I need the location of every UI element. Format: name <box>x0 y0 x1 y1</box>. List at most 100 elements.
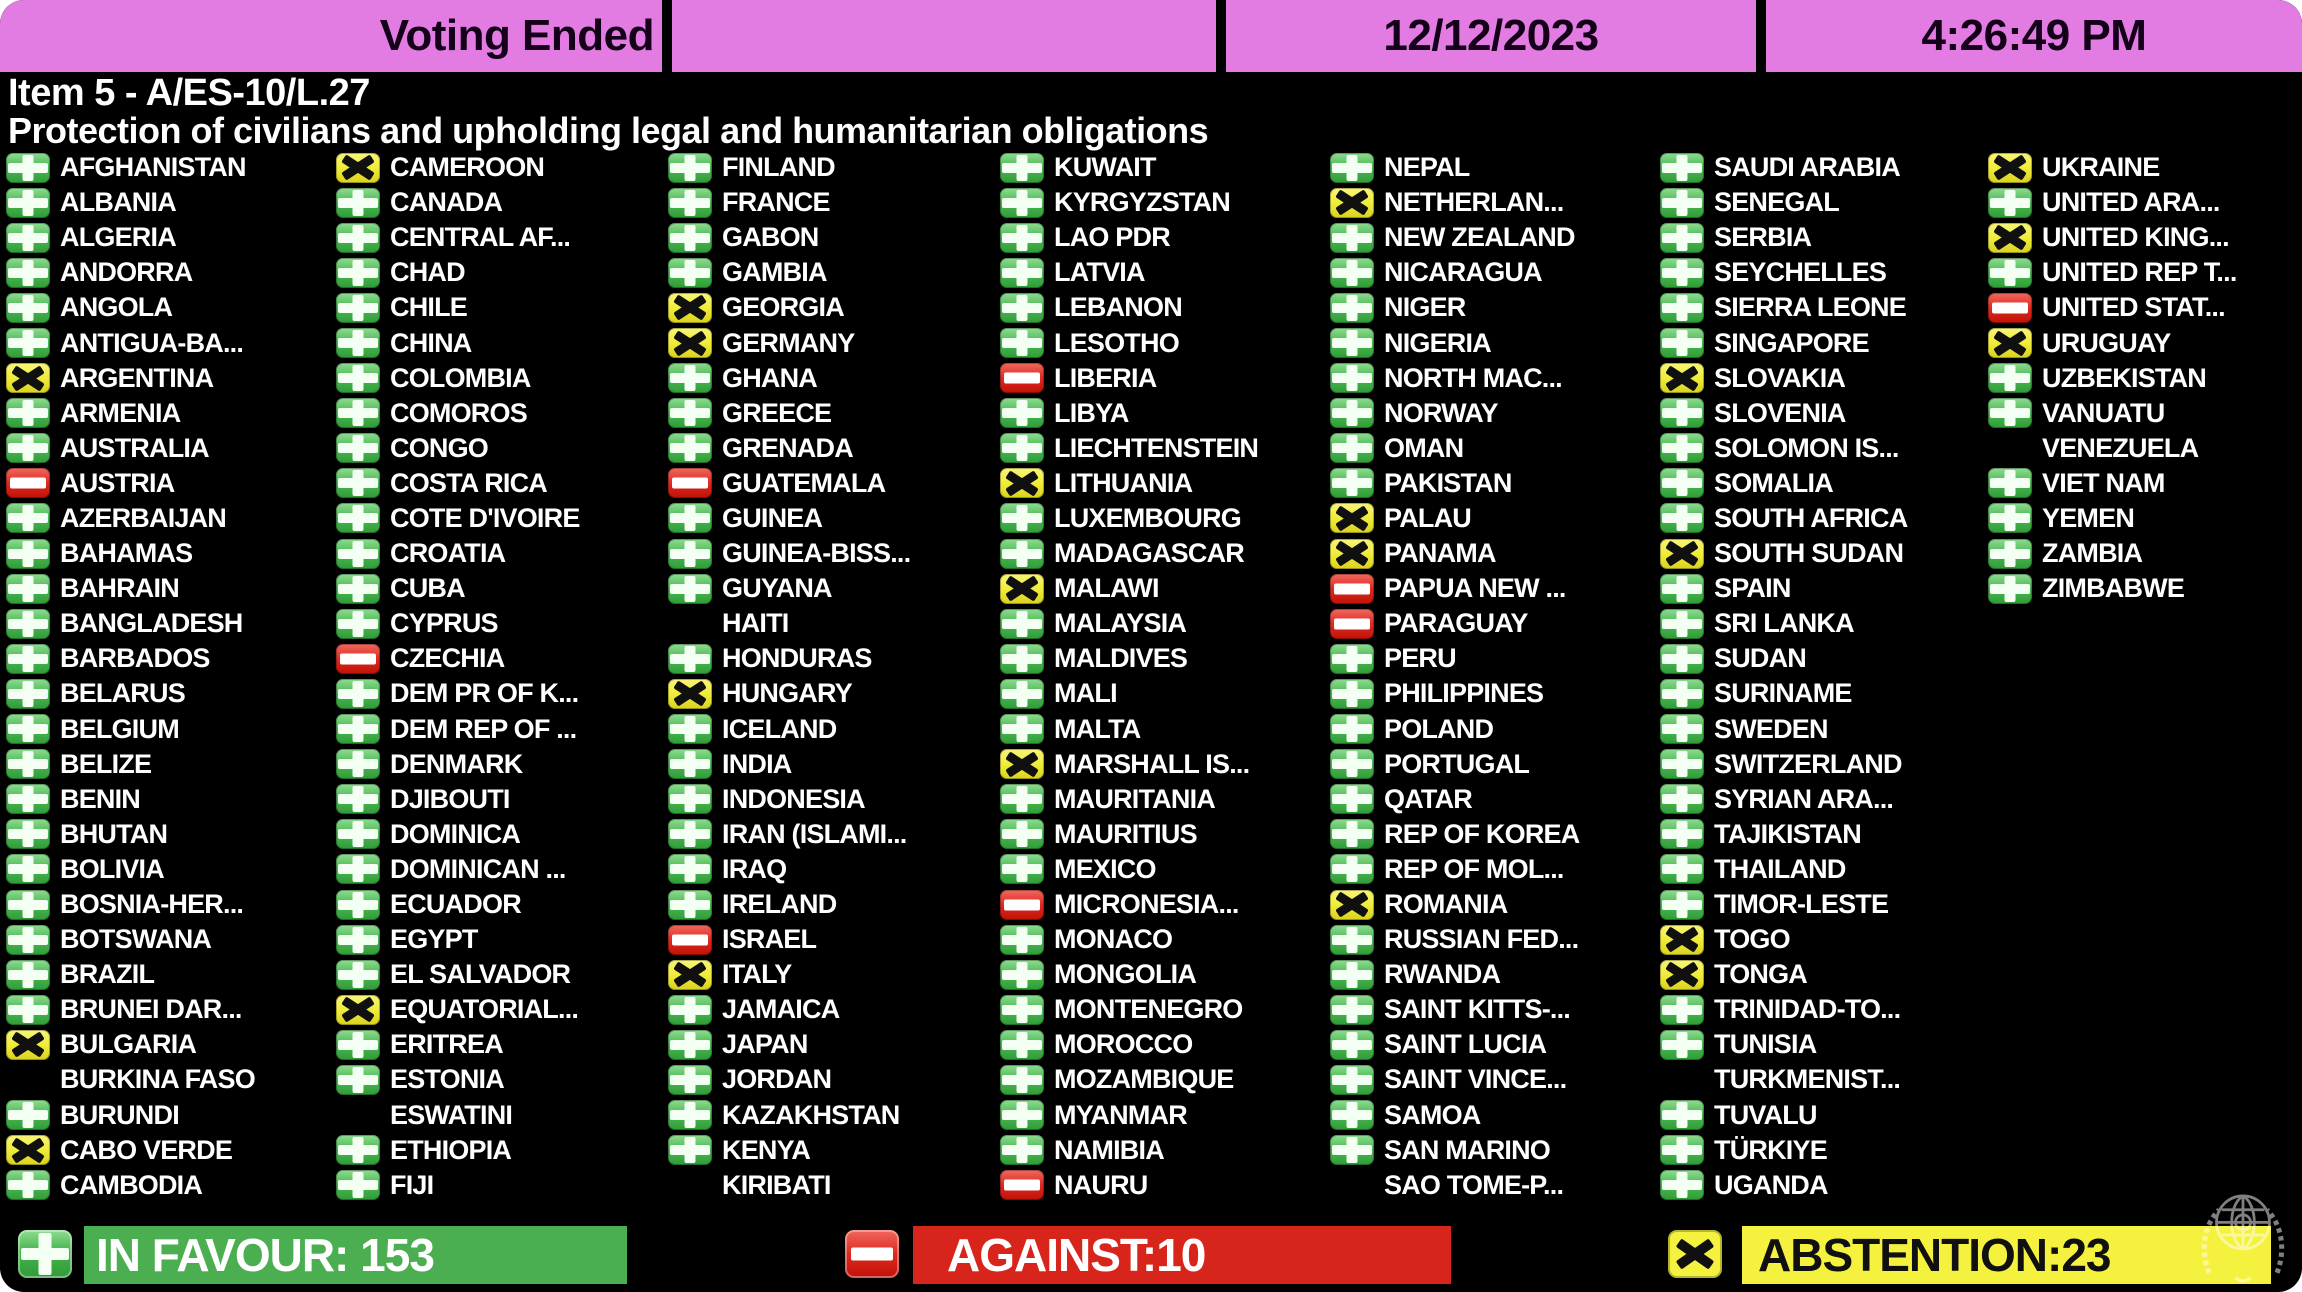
yes-vote-icon <box>1660 503 1704 534</box>
yes-vote-icon <box>336 714 380 745</box>
country-name: PARAGUAY <box>1384 608 1528 639</box>
country-row: MAURITANIA <box>1000 782 1324 817</box>
country-name: COMOROS <box>390 397 528 428</box>
abstain-vote-icon <box>1000 468 1044 499</box>
country-name: MEXICO <box>1054 853 1157 884</box>
country-name: TIMOR-LESTE <box>1714 889 1889 920</box>
country-name: BELARUS <box>60 678 186 709</box>
date-label: 12/12/2023 <box>1383 11 1599 60</box>
yes-vote-icon <box>1660 1029 1704 1060</box>
country-name: GUATEMALA <box>722 467 886 498</box>
country-name: ESTONIA <box>390 1064 505 1095</box>
country-row: HUNGARY <box>668 676 992 711</box>
yes-vote-icon <box>1988 363 2032 394</box>
country-row: BARBADOS <box>6 641 330 676</box>
against-total-label: AGAINST:10 <box>947 1229 1206 1281</box>
country-row: MALI <box>1000 676 1324 711</box>
vote-column: AFGHANISTAN ALBANIA ALGERIA ANDORRA ANGOLA AN… <box>6 150 330 1203</box>
yes-vote-icon <box>1660 643 1704 674</box>
country-name: JAPAN <box>722 1029 808 1060</box>
country-row: MALAYSIA <box>1000 606 1324 641</box>
abstain-vote-icon <box>336 994 380 1025</box>
country-row: CUBA <box>336 571 660 606</box>
country-name: BELGIUM <box>60 713 180 744</box>
yes-vote-icon <box>1000 398 1044 429</box>
yes-vote-icon <box>1330 643 1374 674</box>
country-row: LATVIA <box>1000 255 1324 290</box>
country-name: NEW ZEALAND <box>1384 222 1575 253</box>
country-name: LIBYA <box>1054 397 1129 428</box>
country-name: BULGARIA <box>60 1029 197 1060</box>
yes-vote-icon <box>6 608 50 639</box>
country-name: CROATIA <box>390 538 506 569</box>
yes-vote-icon <box>1000 959 1044 990</box>
country-name: SERBIA <box>1714 222 1812 253</box>
country-row: UNITED ARA... <box>1988 185 2302 220</box>
country-name: LAO PDR <box>1054 222 1171 253</box>
country-name: VANUATU <box>2042 397 2165 428</box>
country-row: CONGO <box>336 431 660 466</box>
yes-vote-icon <box>336 819 380 850</box>
country-row: UNITED REP T... <box>1988 255 2302 290</box>
yes-vote-icon <box>6 433 50 464</box>
yes-vote-icon <box>668 889 712 920</box>
yes-vote-icon <box>1330 749 1374 780</box>
abstain-vote-icon <box>1988 222 2032 253</box>
country-name: CENTRAL AF... <box>390 222 571 253</box>
yes-vote-icon <box>1330 222 1374 253</box>
yes-vote-icon <box>668 714 712 745</box>
country-row: SAUDI ARABIA <box>1660 150 1984 185</box>
yes-vote-icon <box>1000 503 1044 534</box>
country-name: SOUTH SUDAN <box>1714 538 1904 569</box>
country-name: ARGENTINA <box>60 362 214 393</box>
yes-vote-icon <box>668 994 712 1025</box>
country-row: IRELAND <box>668 887 992 922</box>
country-name: TAJIKISTAN <box>1714 818 1862 849</box>
yes-vote-icon <box>1000 924 1044 955</box>
yes-vote-icon <box>1000 1135 1044 1166</box>
yes-vote-icon <box>6 643 50 674</box>
yes-vote-icon <box>6 187 50 218</box>
yes-vote-icon <box>1000 854 1044 885</box>
country-row: KIRIBATI <box>668 1168 992 1203</box>
country-row: LAO PDR <box>1000 220 1324 255</box>
country-row: GERMANY <box>668 325 992 360</box>
country-name: SAINT LUCIA <box>1384 1029 1547 1060</box>
country-name: SWITZERLAND <box>1714 748 1902 779</box>
yes-vote-icon <box>1330 398 1374 429</box>
country-name: GUINEA-BISS... <box>722 538 911 569</box>
yes-vote-icon <box>6 959 50 990</box>
abstain-vote-icon <box>668 678 712 709</box>
country-name: BAHAMAS <box>60 538 193 569</box>
country-row: SEYCHELLES <box>1660 255 1984 290</box>
country-row: SURINAME <box>1660 676 1984 711</box>
country-row: THAILAND <box>1660 852 1984 887</box>
yes-vote-icon <box>668 1135 712 1166</box>
yes-vote-icon <box>6 538 50 569</box>
country-row: GAMBIA <box>668 255 992 290</box>
country-row: MONTENEGRO <box>1000 992 1324 1027</box>
no-vote-icon <box>1000 363 1044 394</box>
country-name: SUDAN <box>1714 643 1807 674</box>
country-name: ROMANIA <box>1384 889 1508 920</box>
country-name: BHUTAN <box>60 818 168 849</box>
country-row: ESWATINI <box>336 1098 660 1133</box>
country-name: DEM PR OF K... <box>390 678 579 709</box>
country-row: KAZAKHSTAN <box>668 1098 992 1133</box>
country-row: DEM PR OF K... <box>336 676 660 711</box>
country-name: NORTH MAC... <box>1384 362 1563 393</box>
country-name: DJIBOUTI <box>390 783 510 814</box>
yes-vote-icon <box>6 503 50 534</box>
country-row: ZAMBIA <box>1988 536 2302 571</box>
country-name: GRENADA <box>722 432 854 463</box>
yes-vote-icon <box>6 222 50 253</box>
country-name: KIRIBATI <box>722 1169 831 1200</box>
yes-vote-icon <box>1988 398 2032 429</box>
abstain-vote-icon <box>1330 889 1374 920</box>
in-favour-total-box: IN FAVOUR: 153 <box>84 1226 627 1284</box>
country-name: ARMENIA <box>60 397 181 428</box>
country-row: MALDIVES <box>1000 641 1324 676</box>
country-row: ANDORRA <box>6 255 330 290</box>
country-row: REP OF KOREA <box>1330 817 1654 852</box>
